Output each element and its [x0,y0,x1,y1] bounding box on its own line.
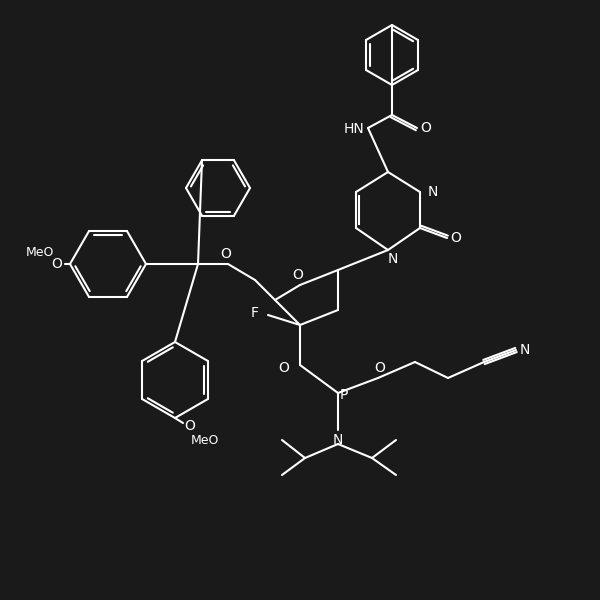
Text: MeO: MeO [26,245,54,259]
Text: N: N [428,185,438,199]
Text: O: O [421,121,431,135]
Text: O: O [451,231,461,245]
Text: O: O [52,257,62,271]
Text: N: N [520,343,530,357]
Text: N: N [388,252,398,266]
Text: O: O [374,361,385,375]
Text: MeO: MeO [191,433,219,446]
Text: F: F [251,306,259,320]
Text: N: N [333,433,343,447]
Text: P: P [340,388,348,402]
Text: O: O [293,268,304,282]
Text: O: O [278,361,289,375]
Text: O: O [185,419,196,433]
Text: O: O [221,247,232,261]
Text: HN: HN [344,122,364,136]
